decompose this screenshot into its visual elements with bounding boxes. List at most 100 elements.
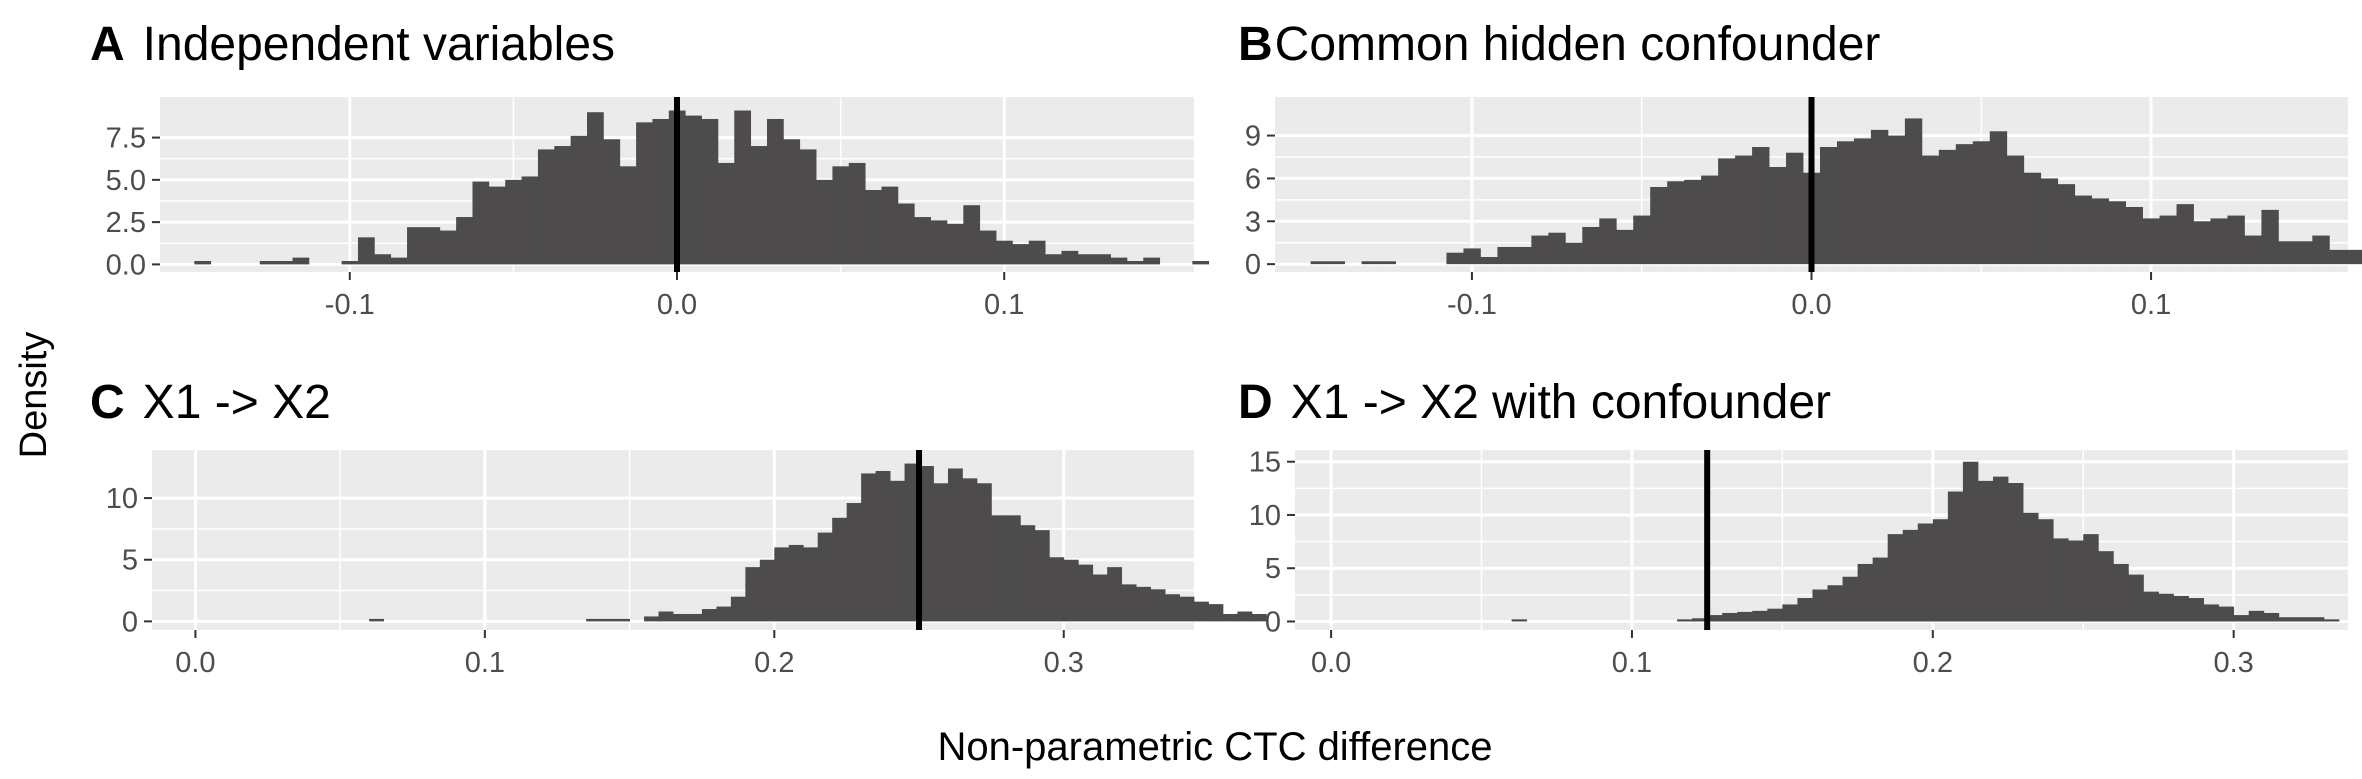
histogram-bar <box>615 618 630 622</box>
histogram-bar <box>1917 523 1934 622</box>
histogram-bar <box>1722 612 1738 622</box>
histogram-bar <box>1063 559 1079 622</box>
histogram-bar <box>1077 254 1095 265</box>
histogram-bar <box>619 166 637 265</box>
histogram-bar <box>2068 540 2084 622</box>
histogram-bar <box>2023 172 2042 265</box>
histogram-bar <box>423 227 441 265</box>
histogram-bar <box>2173 595 2189 622</box>
histogram-bar <box>1165 594 1180 622</box>
y-tick-label: 3 <box>1245 206 1261 238</box>
histogram-bar <box>1932 519 1949 622</box>
y-tick-label: 10 <box>1249 500 1281 532</box>
histogram-bar <box>2248 610 2265 622</box>
histogram-bar <box>832 166 850 265</box>
histogram-bar <box>1121 584 1137 622</box>
panel-title-text: Independent variables <box>143 18 615 71</box>
histogram-bar <box>472 181 490 265</box>
histogram-bar <box>1192 261 1210 265</box>
histogram-bar <box>1005 515 1021 622</box>
panel-b: -0.1 0.0 0.1 0 3 6 9 BCommon hidden confounder <box>1238 18 2362 321</box>
histogram-bar <box>439 230 457 265</box>
histogram-bar <box>1752 147 1770 265</box>
histogram-bar <box>1237 611 1253 622</box>
y-tick-label: 2.5 <box>106 207 146 239</box>
histogram-bar <box>1857 563 1874 622</box>
histogram-bar <box>861 473 877 622</box>
histogram-bar <box>600 618 616 622</box>
x-tick-label: -0.1 <box>1447 289 1497 321</box>
histogram-bar <box>390 257 408 265</box>
histogram-bar <box>1194 601 1209 622</box>
figure-y-axis-label: Density <box>13 332 55 459</box>
histogram-bar <box>1310 261 1329 265</box>
histogram-bar <box>1378 261 1396 265</box>
histogram-bar <box>1480 257 1498 265</box>
histogram-bars <box>369 463 1267 622</box>
histogram-bar <box>2053 538 2069 622</box>
histogram-bar <box>979 230 997 265</box>
histogram-bar <box>1136 586 1151 622</box>
histogram-bar <box>687 613 703 622</box>
histogram-bar <box>1842 576 1859 622</box>
histogram-bar <box>1110 257 1128 265</box>
histogram-bar <box>734 110 752 265</box>
histogram-bar <box>1782 604 1798 622</box>
histogram-bar <box>1872 557 1889 622</box>
histogram-bar <box>930 220 948 265</box>
histogram-bar <box>1955 144 1974 265</box>
histogram-bar <box>2295 241 2313 265</box>
histogram-bar <box>1034 530 1050 622</box>
histogram-bar <box>1767 608 1783 622</box>
panel-title: BCommon hidden confounder <box>1238 18 1880 71</box>
histogram-bar <box>1667 181 1685 265</box>
histogram-bar <box>2158 593 2174 622</box>
histogram-bar <box>1045 254 1062 265</box>
histogram-bar <box>1870 129 1889 265</box>
histogram-bar <box>1887 534 1904 622</box>
histogram-bar <box>2312 235 2330 265</box>
histogram-bar <box>1150 589 1166 622</box>
histogram-bar <box>537 149 555 265</box>
histogram-bar <box>904 463 920 622</box>
histogram-bar <box>1735 155 1753 265</box>
x-tick-label: 0.0 <box>657 289 697 321</box>
histogram-bar <box>1327 261 1346 265</box>
histogram-bar <box>2125 207 2143 265</box>
histogram-bar <box>2008 483 2024 622</box>
histogram-bar <box>2091 198 2110 265</box>
histogram-bar <box>2329 249 2347 265</box>
x-tick-label: 0.0 <box>1311 647 1351 679</box>
histogram-bar <box>1208 604 1224 622</box>
x-tick-label: 0.0 <box>175 647 215 679</box>
histogram-bar <box>369 618 384 622</box>
histogram-bar <box>774 547 790 622</box>
histogram-bar <box>636 122 653 265</box>
histogram-bar <box>1692 618 1708 622</box>
histogram-bar <box>799 149 817 265</box>
histogram-bar <box>865 189 882 265</box>
histogram-bar <box>2218 606 2235 622</box>
panel-title-text: X1 -> X2 with confounder <box>1291 376 1831 429</box>
histogram-bar <box>1511 619 1528 622</box>
histogram-bar <box>1049 557 1065 622</box>
histogram-bar <box>1094 254 1111 265</box>
y-tick-label: 10 <box>106 483 138 515</box>
histogram-bar <box>1887 135 1906 265</box>
histogram-bar <box>1107 567 1123 622</box>
histogram-bar <box>2193 221 2211 265</box>
histogram-bar <box>1827 585 1843 622</box>
histogram-bar <box>673 613 688 622</box>
histogram-bar <box>2038 519 2054 622</box>
histogram-bar <box>1633 215 1651 265</box>
histogram-bar <box>407 227 424 265</box>
histogram-bar <box>1989 131 2008 265</box>
histogram-bar <box>1836 141 1855 265</box>
histogram-bar <box>701 609 717 622</box>
histogram-bar <box>2074 195 2093 265</box>
histogram-bar <box>652 118 670 265</box>
histogram-bar <box>1143 257 1161 265</box>
histogram-bar <box>962 478 978 622</box>
panel-letter: B <box>1238 18 1273 71</box>
histogram-bar <box>2006 155 2025 265</box>
